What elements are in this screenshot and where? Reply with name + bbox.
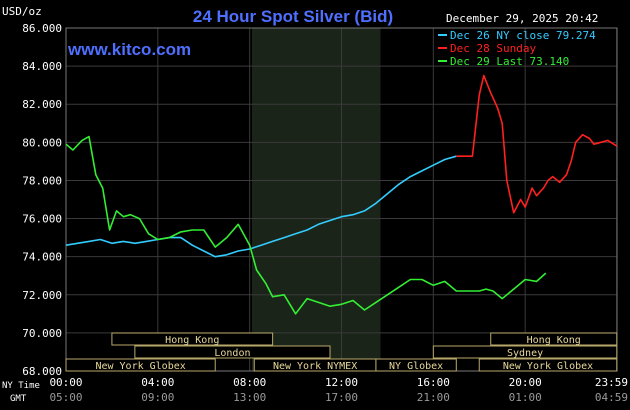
y-tick-label: 68.000 xyxy=(22,365,62,378)
x-tick-label-ny: 08:00 xyxy=(233,376,266,389)
y-tick-label: 82.000 xyxy=(22,98,62,111)
y-tick-label: 78.000 xyxy=(22,174,62,187)
x-tick-label-ny: 00:00 xyxy=(49,376,82,389)
x-tick-label-ny: 20:00 xyxy=(509,376,542,389)
grid-lines xyxy=(65,27,618,372)
session-bar xyxy=(490,332,618,346)
session-label: Sydney xyxy=(507,348,543,359)
legend-item: Dec 28 Sunday xyxy=(450,42,536,55)
x-tick-label-ny: 12:00 xyxy=(325,376,358,389)
y-tick-label: 76.000 xyxy=(22,213,62,226)
nymex-shaded-region xyxy=(251,28,381,371)
x-tick-label-gmt: 04:59 xyxy=(595,391,628,404)
series-line xyxy=(65,135,547,315)
y-tick-label: 70.000 xyxy=(22,327,62,340)
x-tick-label-gmt: 13:00 xyxy=(233,391,266,404)
x-tick-label-gmt: 05:00 xyxy=(49,391,82,404)
timestamp: December 29, 2025 20:42 xyxy=(446,12,598,25)
y-tick-label: 86.000 xyxy=(22,22,62,35)
x-tick-label-ny: 23:59 xyxy=(595,376,628,389)
y-axis: 86.000 84.000 82.000 80.000 78.000 76.000 74.0… xyxy=(22,22,62,378)
session-bars: Hong Kong Hong Kong London Sydney New York G… xyxy=(65,332,618,372)
unit-label: USD/oz xyxy=(2,5,42,18)
x-tick-label-gmt: 01:00 xyxy=(509,391,542,404)
gmt-row-label: GMT xyxy=(10,394,27,404)
session-label: New York Globex xyxy=(503,361,593,372)
session-bar xyxy=(111,332,274,346)
series-lines xyxy=(65,74,618,315)
y-tick-label: 84.000 xyxy=(22,60,62,73)
legend-item: Dec 29 Last 73.140 xyxy=(450,55,569,68)
session-bar xyxy=(65,358,216,372)
session-label: Hong Kong xyxy=(165,335,219,346)
session-label: London xyxy=(214,348,250,359)
session-bar xyxy=(375,358,457,372)
session-label: NY Globex xyxy=(389,361,443,372)
x-tick-label-ny: 16:00 xyxy=(417,376,450,389)
session-bar xyxy=(432,345,618,359)
session-label: New York NYMEX xyxy=(273,361,357,372)
x-tick-label-ny: 04:00 xyxy=(141,376,174,389)
session-label: Hong Kong xyxy=(527,335,581,346)
x-tick-label-gmt: 09:00 xyxy=(141,391,174,404)
y-tick-label: 72.000 xyxy=(22,289,62,302)
x-axis: 00:00 04:00 08:00 12:00 16:00 20:00 23:59 05:00… xyxy=(2,376,628,404)
session-label: New York Globex xyxy=(95,361,185,372)
x-tick-label-gmt: 17:00 xyxy=(325,391,358,404)
series-line xyxy=(65,155,457,258)
series-line xyxy=(456,74,618,214)
y-tick-label: 80.000 xyxy=(22,136,62,149)
x-tick-label-gmt: 21:00 xyxy=(417,391,450,404)
session-bar xyxy=(478,358,618,372)
chart-title: 24 Hour Spot Silver (Bid) xyxy=(193,7,393,26)
legend-item: Dec 26 NY close 79.274 xyxy=(450,29,596,42)
ny-time-row-label: NY Time xyxy=(2,381,40,391)
y-tick-label: 74.000 xyxy=(22,251,62,264)
site-link[interactable]: www.kitco.com xyxy=(67,40,191,59)
session-bar xyxy=(134,345,331,359)
